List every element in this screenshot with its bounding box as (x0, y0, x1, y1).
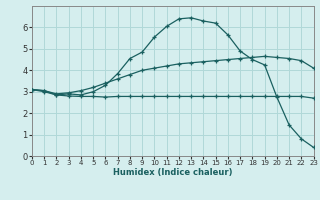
X-axis label: Humidex (Indice chaleur): Humidex (Indice chaleur) (113, 168, 233, 177)
